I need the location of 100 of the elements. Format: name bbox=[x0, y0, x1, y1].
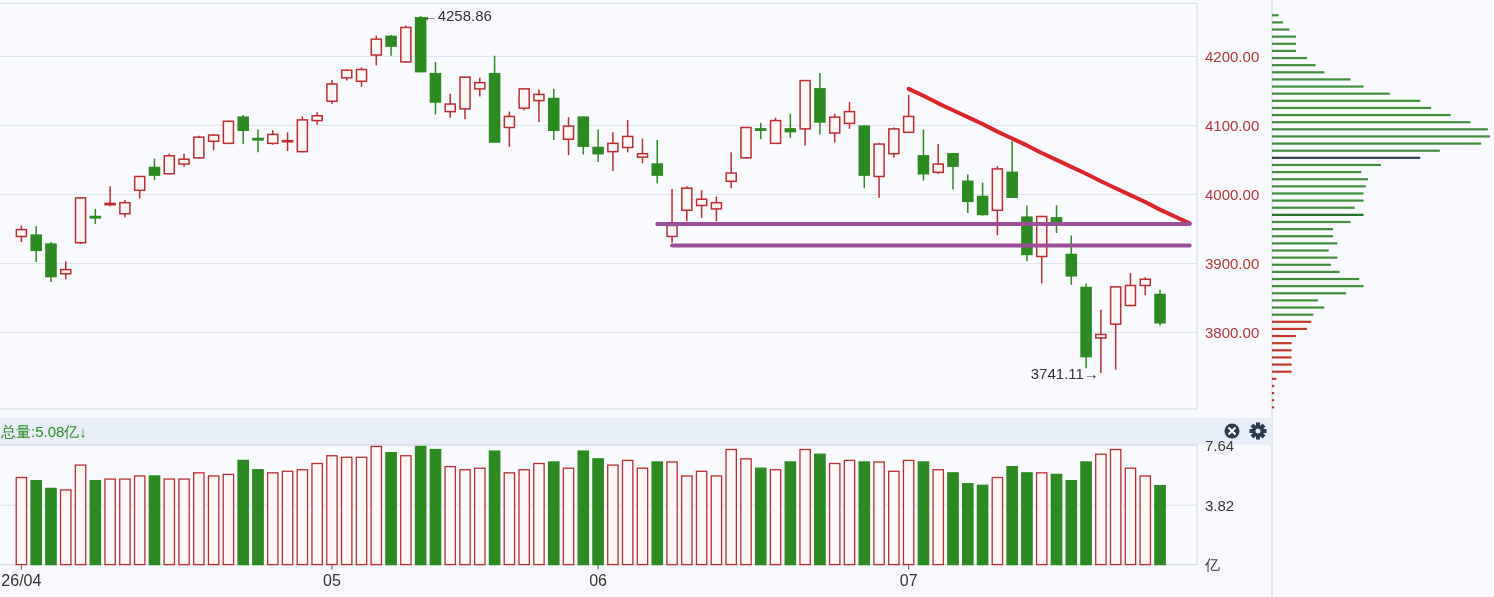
bar bbox=[814, 453, 826, 566]
bar bbox=[1272, 28, 1290, 31]
candlestick bbox=[666, 188, 678, 244]
bar bbox=[1272, 299, 1318, 302]
bar bbox=[1272, 185, 1366, 188]
bar bbox=[1272, 249, 1329, 252]
bar bbox=[917, 461, 930, 566]
bar bbox=[1272, 306, 1325, 309]
bar bbox=[1080, 461, 1092, 566]
candlestick bbox=[370, 34, 383, 67]
candlestick bbox=[754, 121, 767, 140]
bar bbox=[1272, 42, 1296, 45]
bar bbox=[444, 465, 457, 566]
bar bbox=[695, 470, 708, 566]
bar bbox=[636, 467, 649, 566]
candlestick bbox=[651, 139, 664, 185]
bar bbox=[296, 469, 309, 566]
candlestick bbox=[1124, 272, 1137, 307]
bar bbox=[414, 445, 427, 566]
candlestick bbox=[326, 79, 338, 105]
bar bbox=[1272, 213, 1364, 216]
bar bbox=[355, 456, 368, 566]
candlestick bbox=[444, 92, 457, 119]
bar bbox=[1272, 78, 1351, 81]
bar bbox=[266, 472, 279, 566]
bar bbox=[1272, 64, 1316, 67]
bar bbox=[1272, 142, 1482, 145]
bar bbox=[133, 475, 146, 566]
candlestick bbox=[148, 157, 161, 181]
bar bbox=[1272, 327, 1307, 331]
bar bbox=[607, 464, 619, 566]
bar bbox=[769, 469, 782, 566]
bar bbox=[1272, 21, 1283, 24]
bar bbox=[799, 448, 811, 566]
candlestick bbox=[281, 131, 294, 152]
bar bbox=[252, 469, 264, 566]
bar bbox=[1272, 220, 1351, 224]
bar bbox=[858, 461, 871, 566]
bar bbox=[1272, 156, 1421, 159]
bar bbox=[1272, 256, 1338, 259]
bar bbox=[89, 479, 102, 566]
bar bbox=[1124, 467, 1137, 566]
bar bbox=[429, 448, 442, 566]
bar bbox=[222, 473, 235, 566]
bar bbox=[503, 472, 516, 566]
bar bbox=[1272, 313, 1314, 316]
x-tick-label: 07 bbox=[899, 572, 918, 590]
bar bbox=[311, 462, 323, 566]
bar bbox=[991, 476, 1004, 566]
bar bbox=[1109, 448, 1122, 566]
bar bbox=[1050, 473, 1063, 566]
candlestick bbox=[1065, 234, 1078, 286]
bar bbox=[1272, 35, 1296, 38]
candlestick bbox=[976, 181, 989, 217]
bar bbox=[666, 461, 678, 566]
bar bbox=[518, 469, 530, 566]
bar bbox=[1272, 292, 1347, 295]
bar bbox=[902, 459, 915, 566]
bar bbox=[873, 461, 885, 566]
candlestick bbox=[902, 94, 915, 134]
bar bbox=[1272, 106, 1432, 110]
bar bbox=[59, 489, 72, 566]
bar bbox=[1272, 263, 1331, 266]
y-tick-label: 4000.00 bbox=[1205, 185, 1260, 203]
bar bbox=[1035, 472, 1048, 566]
bar bbox=[547, 461, 560, 566]
candlestick bbox=[252, 128, 264, 154]
y-tick-label: 7.64 bbox=[1205, 437, 1235, 455]
bar bbox=[1006, 465, 1018, 566]
x-tick-label: 06 bbox=[589, 572, 608, 590]
annotation: ←4258.86 bbox=[422, 7, 492, 25]
bar bbox=[577, 450, 590, 566]
candlestick bbox=[725, 151, 737, 189]
bar bbox=[1272, 163, 1381, 167]
y-tick-label: 3800.00 bbox=[1205, 323, 1260, 341]
bar bbox=[326, 455, 338, 566]
bar bbox=[754, 467, 767, 566]
bar bbox=[784, 461, 797, 566]
candlestick bbox=[962, 173, 974, 214]
bar bbox=[1272, 242, 1338, 245]
bar bbox=[104, 478, 116, 566]
candlestick bbox=[385, 34, 397, 57]
bar bbox=[1272, 235, 1334, 238]
y-tick-label: 3.82 bbox=[1205, 496, 1235, 514]
bar bbox=[163, 478, 176, 566]
bar bbox=[385, 451, 397, 566]
bar bbox=[281, 470, 294, 566]
candlestick bbox=[237, 114, 249, 145]
candlestick bbox=[30, 225, 42, 263]
bar bbox=[1272, 71, 1325, 74]
bar bbox=[30, 479, 43, 566]
bar bbox=[1139, 475, 1152, 566]
bar bbox=[1021, 472, 1033, 566]
bar bbox=[1272, 320, 1312, 323]
candlestick bbox=[769, 117, 782, 145]
bar bbox=[1272, 270, 1340, 273]
bar bbox=[1272, 192, 1364, 195]
bar bbox=[1272, 92, 1390, 95]
bar bbox=[725, 448, 738, 566]
bar bbox=[1272, 121, 1471, 124]
